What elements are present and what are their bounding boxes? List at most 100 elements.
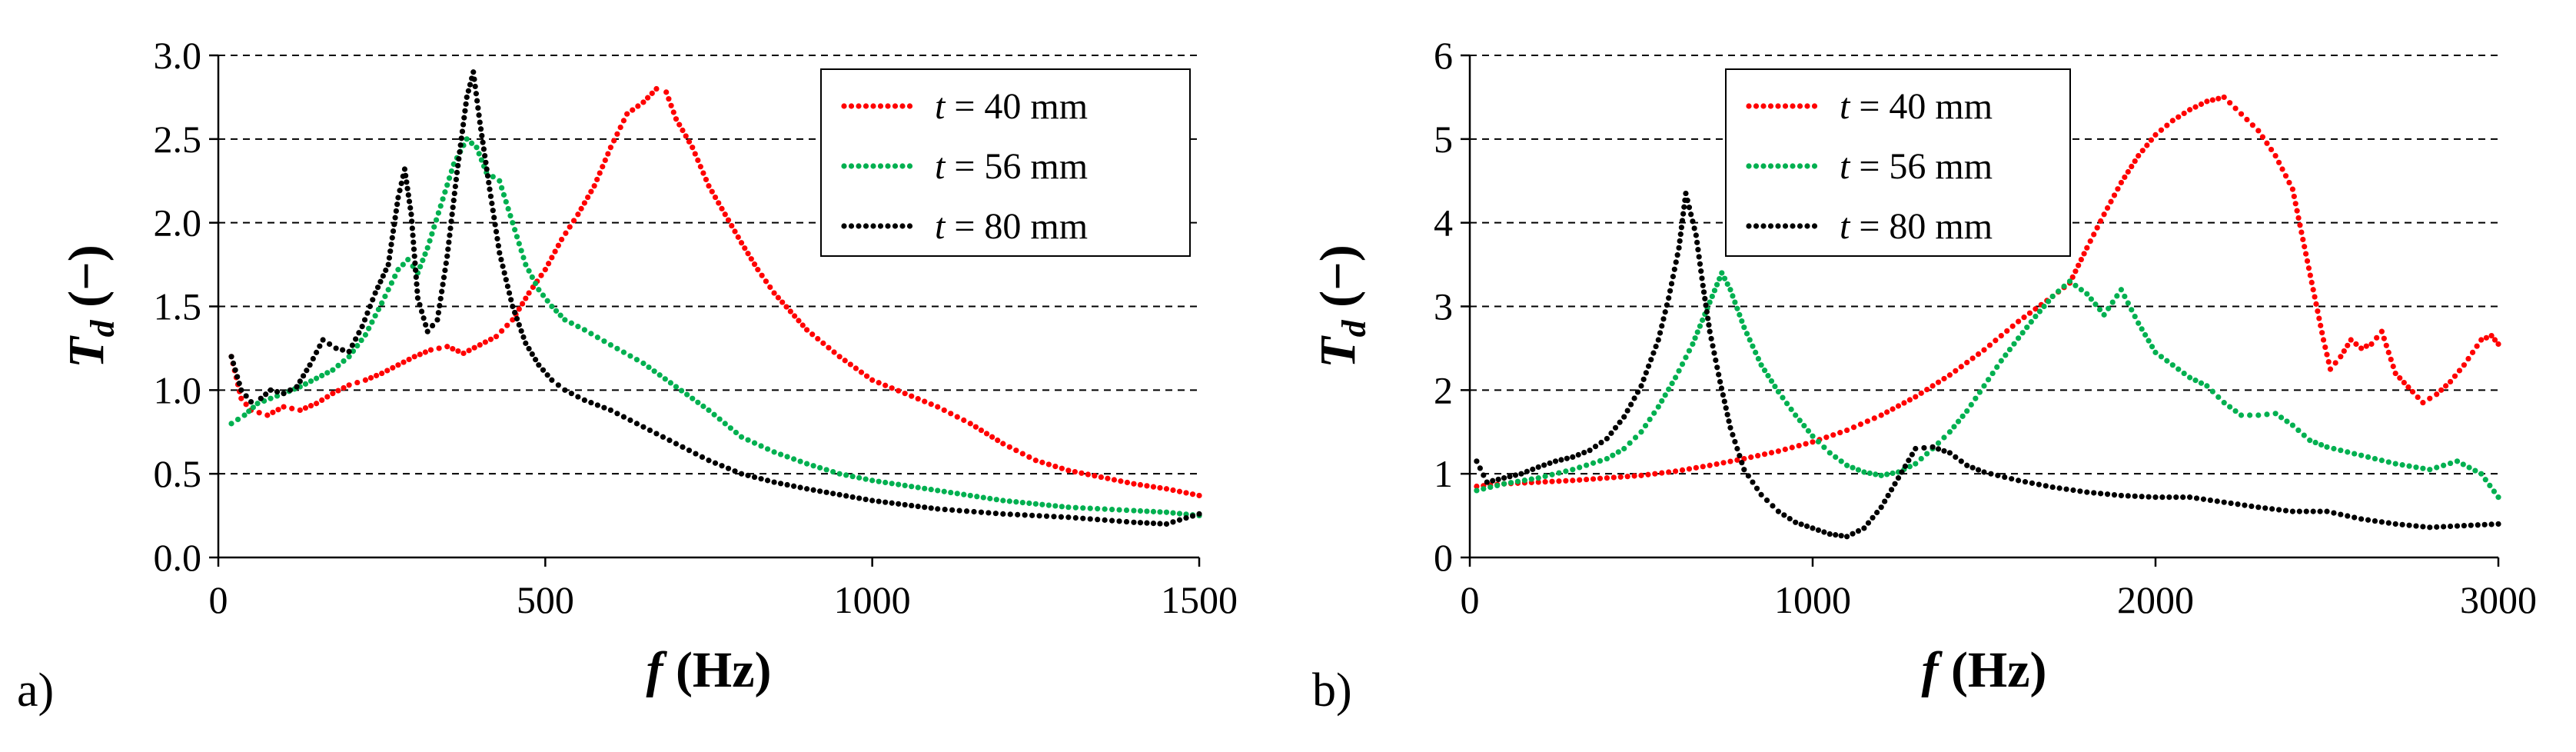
data-point (1693, 464, 1699, 471)
data-point (1144, 520, 1150, 526)
data-point (1501, 481, 1507, 487)
data-point (519, 301, 526, 307)
data-point (2215, 95, 2222, 101)
data-point (2221, 499, 2227, 505)
data-point (649, 90, 655, 96)
data-point (1690, 218, 1696, 225)
data-point (411, 253, 417, 259)
data-point (1645, 471, 1651, 477)
data-point (410, 232, 416, 238)
data-point (389, 235, 395, 241)
data-point (1597, 458, 1604, 464)
data-point (2011, 341, 2017, 347)
data-point (849, 494, 856, 501)
data-point (361, 317, 368, 323)
data-point (2262, 505, 2269, 511)
data-point (2292, 201, 2298, 207)
data-point (635, 103, 641, 109)
data-point (2482, 477, 2488, 483)
data-point (2399, 462, 2405, 468)
data-point (1793, 519, 1799, 525)
data-point (1692, 335, 1698, 341)
data-point (479, 132, 485, 139)
data-point (1087, 505, 1093, 511)
data-point (499, 185, 505, 191)
data-point (1477, 465, 1483, 471)
data-point (1864, 418, 1870, 424)
data-point (869, 477, 876, 484)
data-point (2259, 134, 2265, 140)
data-point (1000, 497, 1006, 504)
data-point (2468, 522, 2474, 528)
data-point (2021, 314, 2027, 321)
data-point (2046, 298, 2052, 304)
data-point (809, 331, 816, 338)
data-point (810, 487, 816, 493)
data-point (2043, 483, 2049, 489)
data-point (1844, 427, 1850, 434)
data-point (1013, 448, 1019, 454)
data-point (2175, 114, 2182, 120)
data-point (2434, 524, 2440, 530)
y-tick-label: 1.0 (154, 368, 202, 411)
data-point (568, 391, 574, 397)
data-point (450, 205, 456, 211)
data-point (856, 474, 863, 481)
data-point (1772, 383, 1778, 390)
data-point (1706, 321, 1712, 328)
data-point (494, 235, 500, 242)
data-point (1080, 515, 1086, 521)
data-point (915, 504, 921, 510)
data-point (842, 358, 848, 364)
data-point (422, 349, 428, 355)
data-point (1123, 518, 1130, 525)
data-point (1655, 404, 1661, 410)
data-point (409, 218, 415, 225)
data-point (1514, 478, 1521, 484)
data-point (2193, 495, 2200, 501)
data-point (797, 484, 803, 491)
data-point (2300, 236, 2306, 243)
data-point (1686, 205, 1693, 211)
data-point (1183, 490, 1189, 496)
data-point (458, 135, 464, 141)
data-point (373, 372, 380, 379)
data-point (1032, 501, 1039, 507)
data-point (673, 441, 680, 447)
data-point (1713, 281, 1720, 288)
data-point (549, 255, 555, 261)
data-point (2164, 358, 2170, 364)
data-point (1677, 231, 1684, 238)
data-point (1501, 475, 1507, 481)
data-point (234, 416, 241, 423)
data-point (427, 238, 433, 244)
data-point (2016, 335, 2022, 341)
data-point (2192, 104, 2199, 110)
data-point (450, 161, 457, 168)
data-point (719, 205, 725, 211)
data-point (2152, 131, 2159, 138)
data-point (498, 256, 504, 263)
data-point (588, 400, 594, 406)
data-point (2063, 486, 2069, 492)
data-point (876, 380, 882, 386)
data-point (2353, 341, 2359, 348)
data-point (1821, 444, 1827, 451)
data-point (2235, 501, 2241, 507)
data-point (1857, 421, 1864, 428)
data-point (1647, 416, 1653, 423)
data-point (248, 398, 254, 405)
data-point (388, 280, 395, 286)
data-point (1906, 464, 1913, 470)
data-point (2478, 471, 2485, 477)
data-point (738, 240, 745, 246)
x-tick-label: 1000 (1774, 578, 1851, 621)
data-point (1838, 533, 1844, 539)
data-point (1700, 289, 1707, 295)
data-point (882, 479, 889, 486)
data-point (540, 367, 547, 373)
data-point (817, 488, 823, 494)
data-point (2385, 349, 2392, 355)
data-point (607, 341, 614, 348)
data-point (1019, 451, 1025, 457)
